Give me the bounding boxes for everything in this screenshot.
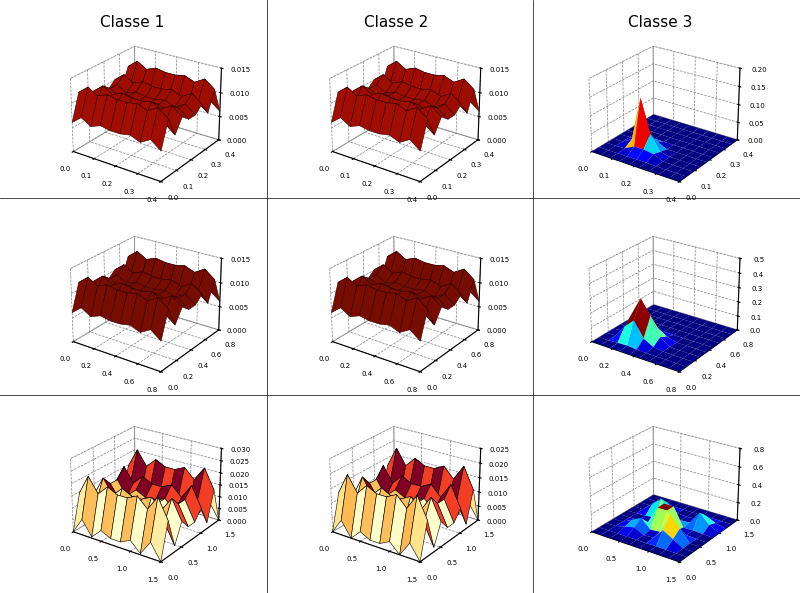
Text: Classe 2: Classe 2: [364, 15, 428, 30]
Text: Classe 3: Classe 3: [628, 15, 692, 30]
Text: Classe 1: Classe 1: [100, 15, 164, 30]
